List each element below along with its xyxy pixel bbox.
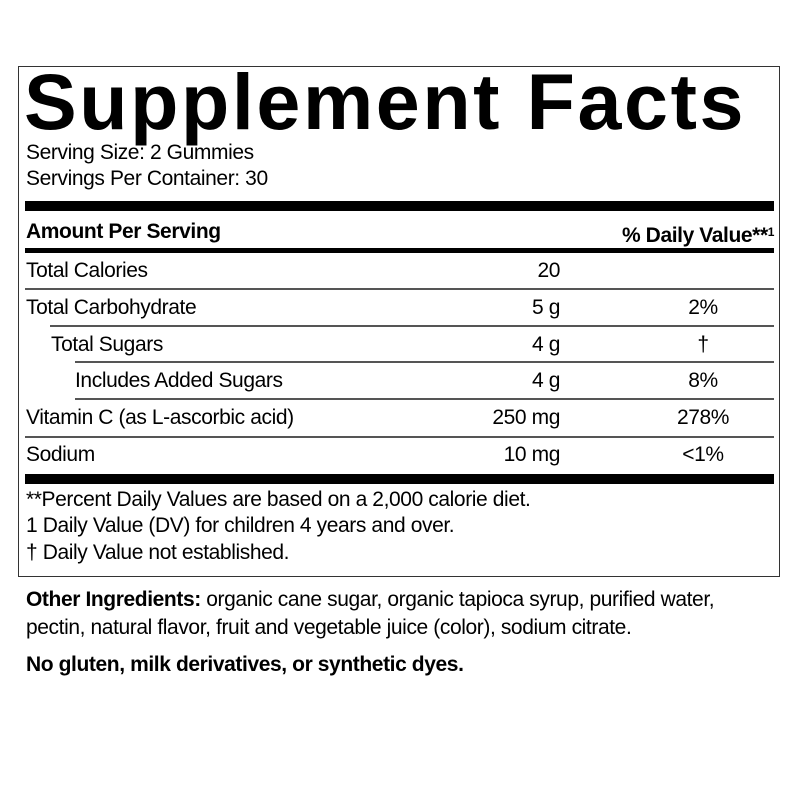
row-amount: 5 g: [532, 296, 560, 319]
row-amount: 20: [537, 259, 560, 282]
footnote: **Percent Daily Values are based on a 2,…: [26, 488, 531, 511]
other-ingredients-label: Other Ingredients:: [26, 588, 201, 611]
row-dv: †: [697, 333, 709, 356]
panel-title: Supplement Facts: [24, 57, 747, 146]
serving-size: Serving Size: 2 Gummies: [26, 141, 254, 164]
allergen-statement: No gluten, milk derivatives, or syntheti…: [26, 653, 464, 676]
row-dv: 278%: [676, 406, 730, 429]
row-amount: 4 g: [532, 369, 560, 392]
row-name: Total Sugars: [51, 333, 163, 356]
thick-divider: [25, 201, 774, 211]
servings-per-container: Servings Per Container: 30: [26, 167, 268, 190]
row-dv: 2%: [688, 296, 718, 319]
row-dv: 8%: [688, 369, 718, 392]
row-amount: 250 mg: [492, 406, 560, 429]
other-ingredients-text-cont: pectin, natural flavor, fruit and vegeta…: [26, 616, 632, 639]
row-amount: 4 g: [532, 333, 560, 356]
row-divider: [75, 361, 774, 363]
row-name: Vitamin C (as L-ascorbic acid): [26, 406, 294, 429]
row-name: Total Carbohydrate: [26, 296, 197, 319]
medium-divider: [25, 248, 774, 253]
amount-per-serving-header: Amount Per Serving: [26, 220, 221, 243]
footnote: † Daily Value not established.: [26, 541, 290, 564]
supplement-facts-panel: [18, 66, 780, 577]
thick-divider: [25, 474, 774, 484]
row-dv: <1%: [682, 443, 724, 466]
footnote: 1 Daily Value (DV) for children 4 years …: [26, 514, 455, 537]
row-name: Includes Added Sugars: [75, 369, 283, 392]
row-name: Sodium: [26, 443, 95, 466]
daily-value-superscript: 1: [767, 225, 775, 239]
row-amount: 10 mg: [503, 443, 561, 466]
other-ingredients: Other Ingredients: organic cane sugar, o…: [26, 588, 715, 612]
daily-value-header: % Daily Value**1: [622, 220, 774, 248]
row-divider: [50, 325, 774, 327]
row-divider: [75, 398, 774, 400]
row-divider: [25, 436, 774, 438]
row-name: Total Calories: [26, 259, 148, 282]
other-ingredients-text: organic cane sugar, organic tapioca syru…: [200, 588, 715, 611]
daily-value-label: % Daily Value**: [621, 224, 768, 247]
row-divider: [25, 288, 774, 290]
